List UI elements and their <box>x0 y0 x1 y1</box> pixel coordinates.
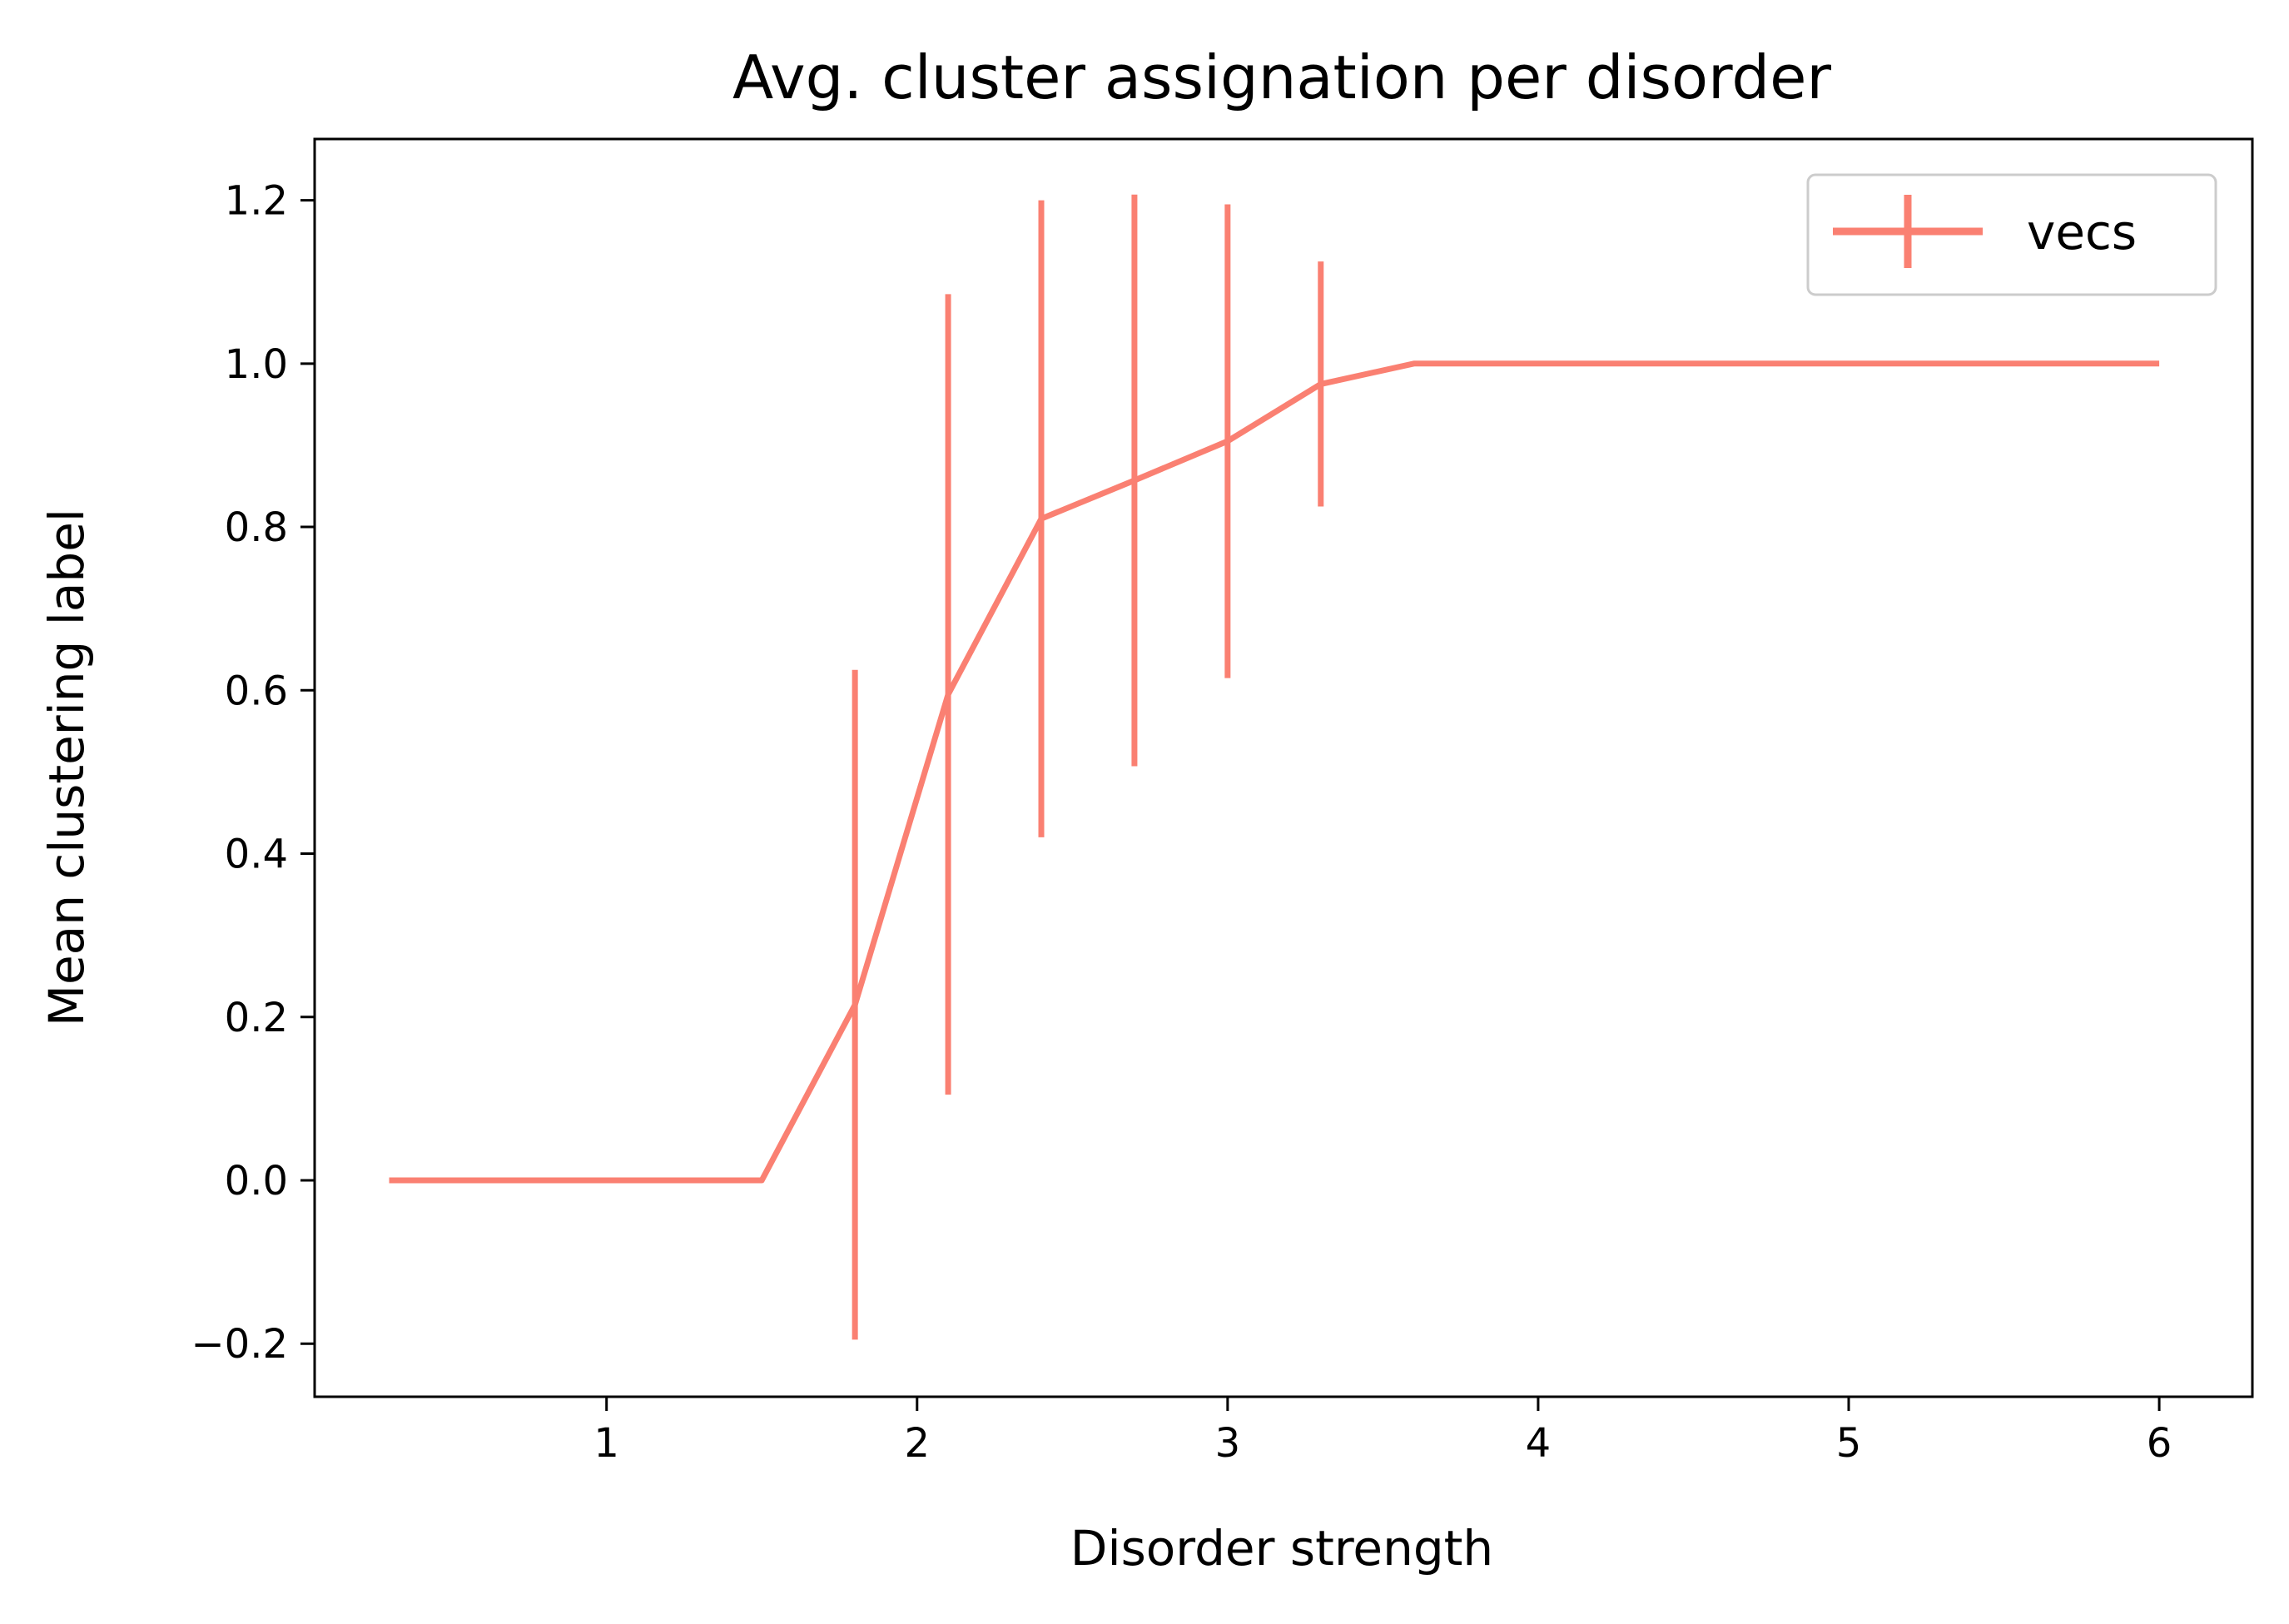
plot-area <box>389 194 2160 1340</box>
x-axis: 1 2 3 4 5 6 <box>593 1397 2172 1467</box>
plot-frame <box>313 137 2254 1398</box>
x-tick-label: 1 <box>593 1420 619 1467</box>
y-tick-label: 0.4 <box>225 832 288 878</box>
y-axis: −0.2 0.0 0.2 0.4 0.6 0.8 1.0 1.2 <box>191 178 315 1368</box>
x-axis-label: Disorder strength <box>1070 1520 1493 1577</box>
y-tick-label: 0.8 <box>225 504 288 551</box>
y-tick-label: 0.6 <box>225 668 288 714</box>
chart-title: Avg. cluster assignation per disorder <box>732 42 1831 112</box>
x-tick-label: 2 <box>904 1420 930 1467</box>
y-tick-label: 0.0 <box>225 1158 288 1204</box>
y-tick-label: 1.2 <box>225 178 288 225</box>
y-tick-label: 1.0 <box>225 341 288 388</box>
x-tick-label: 3 <box>1215 1420 1241 1467</box>
x-tick-label: 4 <box>1526 1420 1552 1467</box>
legend: vecs <box>1806 173 2217 296</box>
x-tick-label: 5 <box>1836 1420 1862 1467</box>
y-axis-label: Mean clustering label <box>38 509 95 1026</box>
series-line-vecs <box>389 360 2160 1184</box>
y-tick-label: −0.2 <box>191 1321 288 1368</box>
y-tick-label: 0.2 <box>225 995 288 1041</box>
legend-label-vecs: vecs <box>2027 204 2137 261</box>
x-tick-label: 6 <box>2147 1420 2172 1467</box>
